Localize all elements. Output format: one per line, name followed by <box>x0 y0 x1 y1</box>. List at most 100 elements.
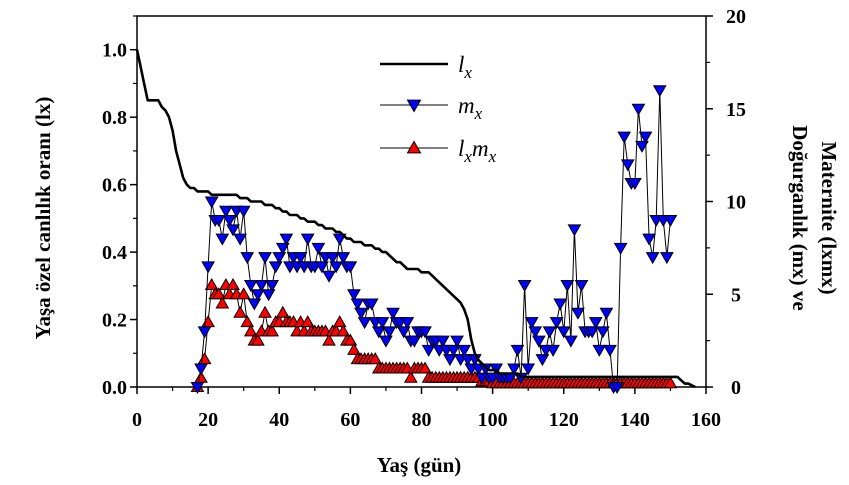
legend-label-lxmx: lxmx <box>458 136 497 166</box>
series-point-lxmx <box>368 352 383 365</box>
series-point-mx <box>603 344 617 357</box>
series-point-mx <box>357 317 372 330</box>
series-point-mx <box>226 224 240 237</box>
series-point-mx <box>521 363 536 376</box>
x-tick-label: 0 <box>132 409 142 431</box>
series-point-mx <box>610 382 624 395</box>
series-point-lxmx <box>211 287 226 300</box>
y2-axis-title-line1: Doğurganlık (mx) ve <box>788 125 812 311</box>
series-point-lxmx <box>347 342 361 355</box>
series-point-mx <box>564 335 578 348</box>
series-point-mx <box>613 242 628 255</box>
series-point-mx <box>222 215 237 228</box>
series-point-mx <box>204 196 219 209</box>
series-point-mx <box>396 326 411 339</box>
series-point-mx <box>588 317 603 330</box>
series-point-mx <box>620 159 635 172</box>
series-point-mx <box>236 205 251 218</box>
series-point-mx <box>194 363 208 376</box>
series-point-mx <box>567 224 582 237</box>
series-point-mx <box>201 261 215 274</box>
x-tick-label: 80 <box>412 409 432 431</box>
series-point-mx <box>300 233 315 246</box>
series-point-lxmx <box>236 287 251 300</box>
y-tick-label: 0.2 <box>102 310 127 332</box>
series-point-lxmx <box>258 305 272 318</box>
series-point-mx <box>457 344 472 357</box>
series-point-mx <box>386 307 400 320</box>
series-point-mx <box>450 335 464 348</box>
series-point-mx <box>375 317 390 330</box>
series-point-mx <box>371 326 386 339</box>
series-point-mx <box>663 215 678 228</box>
series-point-mx <box>517 279 532 292</box>
x-tick-label: 40 <box>269 409 289 431</box>
y-tick-label: 0.0 <box>102 377 127 399</box>
y-axis-title: Yaşa özel canlılık oranı (lx) <box>31 97 55 340</box>
series-point-mx <box>382 326 397 339</box>
y-tick-label: 0.4 <box>102 242 127 264</box>
series-point-mx <box>219 205 233 218</box>
series-point-lxmx <box>403 370 418 383</box>
series-point-mx <box>275 242 290 255</box>
series-point-lxmx <box>251 333 265 346</box>
series-point-mx <box>546 344 560 357</box>
series-point-mx <box>379 335 393 348</box>
series-point-mx <box>635 140 649 153</box>
legend-label-mx: mx <box>458 93 483 123</box>
series-point-mx <box>617 131 632 144</box>
series-point-mx <box>350 298 365 311</box>
series-point-mx <box>631 103 646 116</box>
series-point-mx <box>197 326 212 339</box>
y2-tick-label: 0 <box>731 377 741 399</box>
series-point-mx <box>254 279 269 292</box>
series-point-mx <box>322 270 336 283</box>
series-point-lxmx <box>322 333 336 346</box>
legend-label-lx: lx <box>458 52 472 82</box>
series-point-mx <box>574 279 589 292</box>
series-point-mx <box>435 335 450 348</box>
series-point-mx <box>510 344 525 357</box>
series-point-mx <box>240 252 255 265</box>
series-point-mx <box>325 252 340 265</box>
series-point-mx <box>556 326 571 339</box>
series-point-lxmx <box>300 315 315 328</box>
y2-axis-title-line2: Maternite (lxmx) <box>817 141 841 294</box>
series-point-lxmx <box>204 277 219 290</box>
series-point-mx <box>261 289 276 302</box>
series-point-mx <box>528 326 543 339</box>
series-point-mx <box>571 307 585 320</box>
series-point-mx <box>190 382 205 395</box>
x-tick-label: 100 <box>478 409 508 431</box>
series-point-mx <box>553 298 568 311</box>
series-point-lxmx <box>197 352 212 365</box>
series-point-lxmx <box>226 277 240 290</box>
series-point-lxmx <box>265 324 279 337</box>
x-tick-label: 160 <box>691 409 721 431</box>
series-point-mx <box>243 279 258 292</box>
axes-group: 0 20 40 60 80 100 120 140 160 0.0 0.2 0.4 0.6 0.8 1.0 0… <box>102 6 746 431</box>
series-point-mx <box>507 363 521 376</box>
y2-tick-label: 15 <box>726 99 746 121</box>
series-point-mx <box>596 326 610 339</box>
series-point-lxmx <box>275 305 290 318</box>
series-point-mx <box>364 298 379 311</box>
series-point-mx <box>446 344 461 357</box>
series-point-lxmx <box>336 324 351 337</box>
x-tick-label: 20 <box>198 409 218 431</box>
series-point-mx <box>268 261 283 274</box>
series-point-lxmx <box>240 315 255 328</box>
series-point-mx <box>599 307 614 320</box>
series-point-mx <box>560 279 575 292</box>
series-point-lxmx <box>663 376 678 389</box>
series-group <box>135 49 696 395</box>
series-point-mx <box>524 317 539 330</box>
legend-swatch-marker-mx <box>406 99 422 113</box>
series-point-mx <box>535 354 550 367</box>
series-point-mx <box>531 335 546 348</box>
series-point-mx <box>233 233 247 246</box>
series-point-mx <box>336 252 351 265</box>
x-tick-label: 140 <box>620 409 650 431</box>
series-point-mx <box>421 344 436 357</box>
